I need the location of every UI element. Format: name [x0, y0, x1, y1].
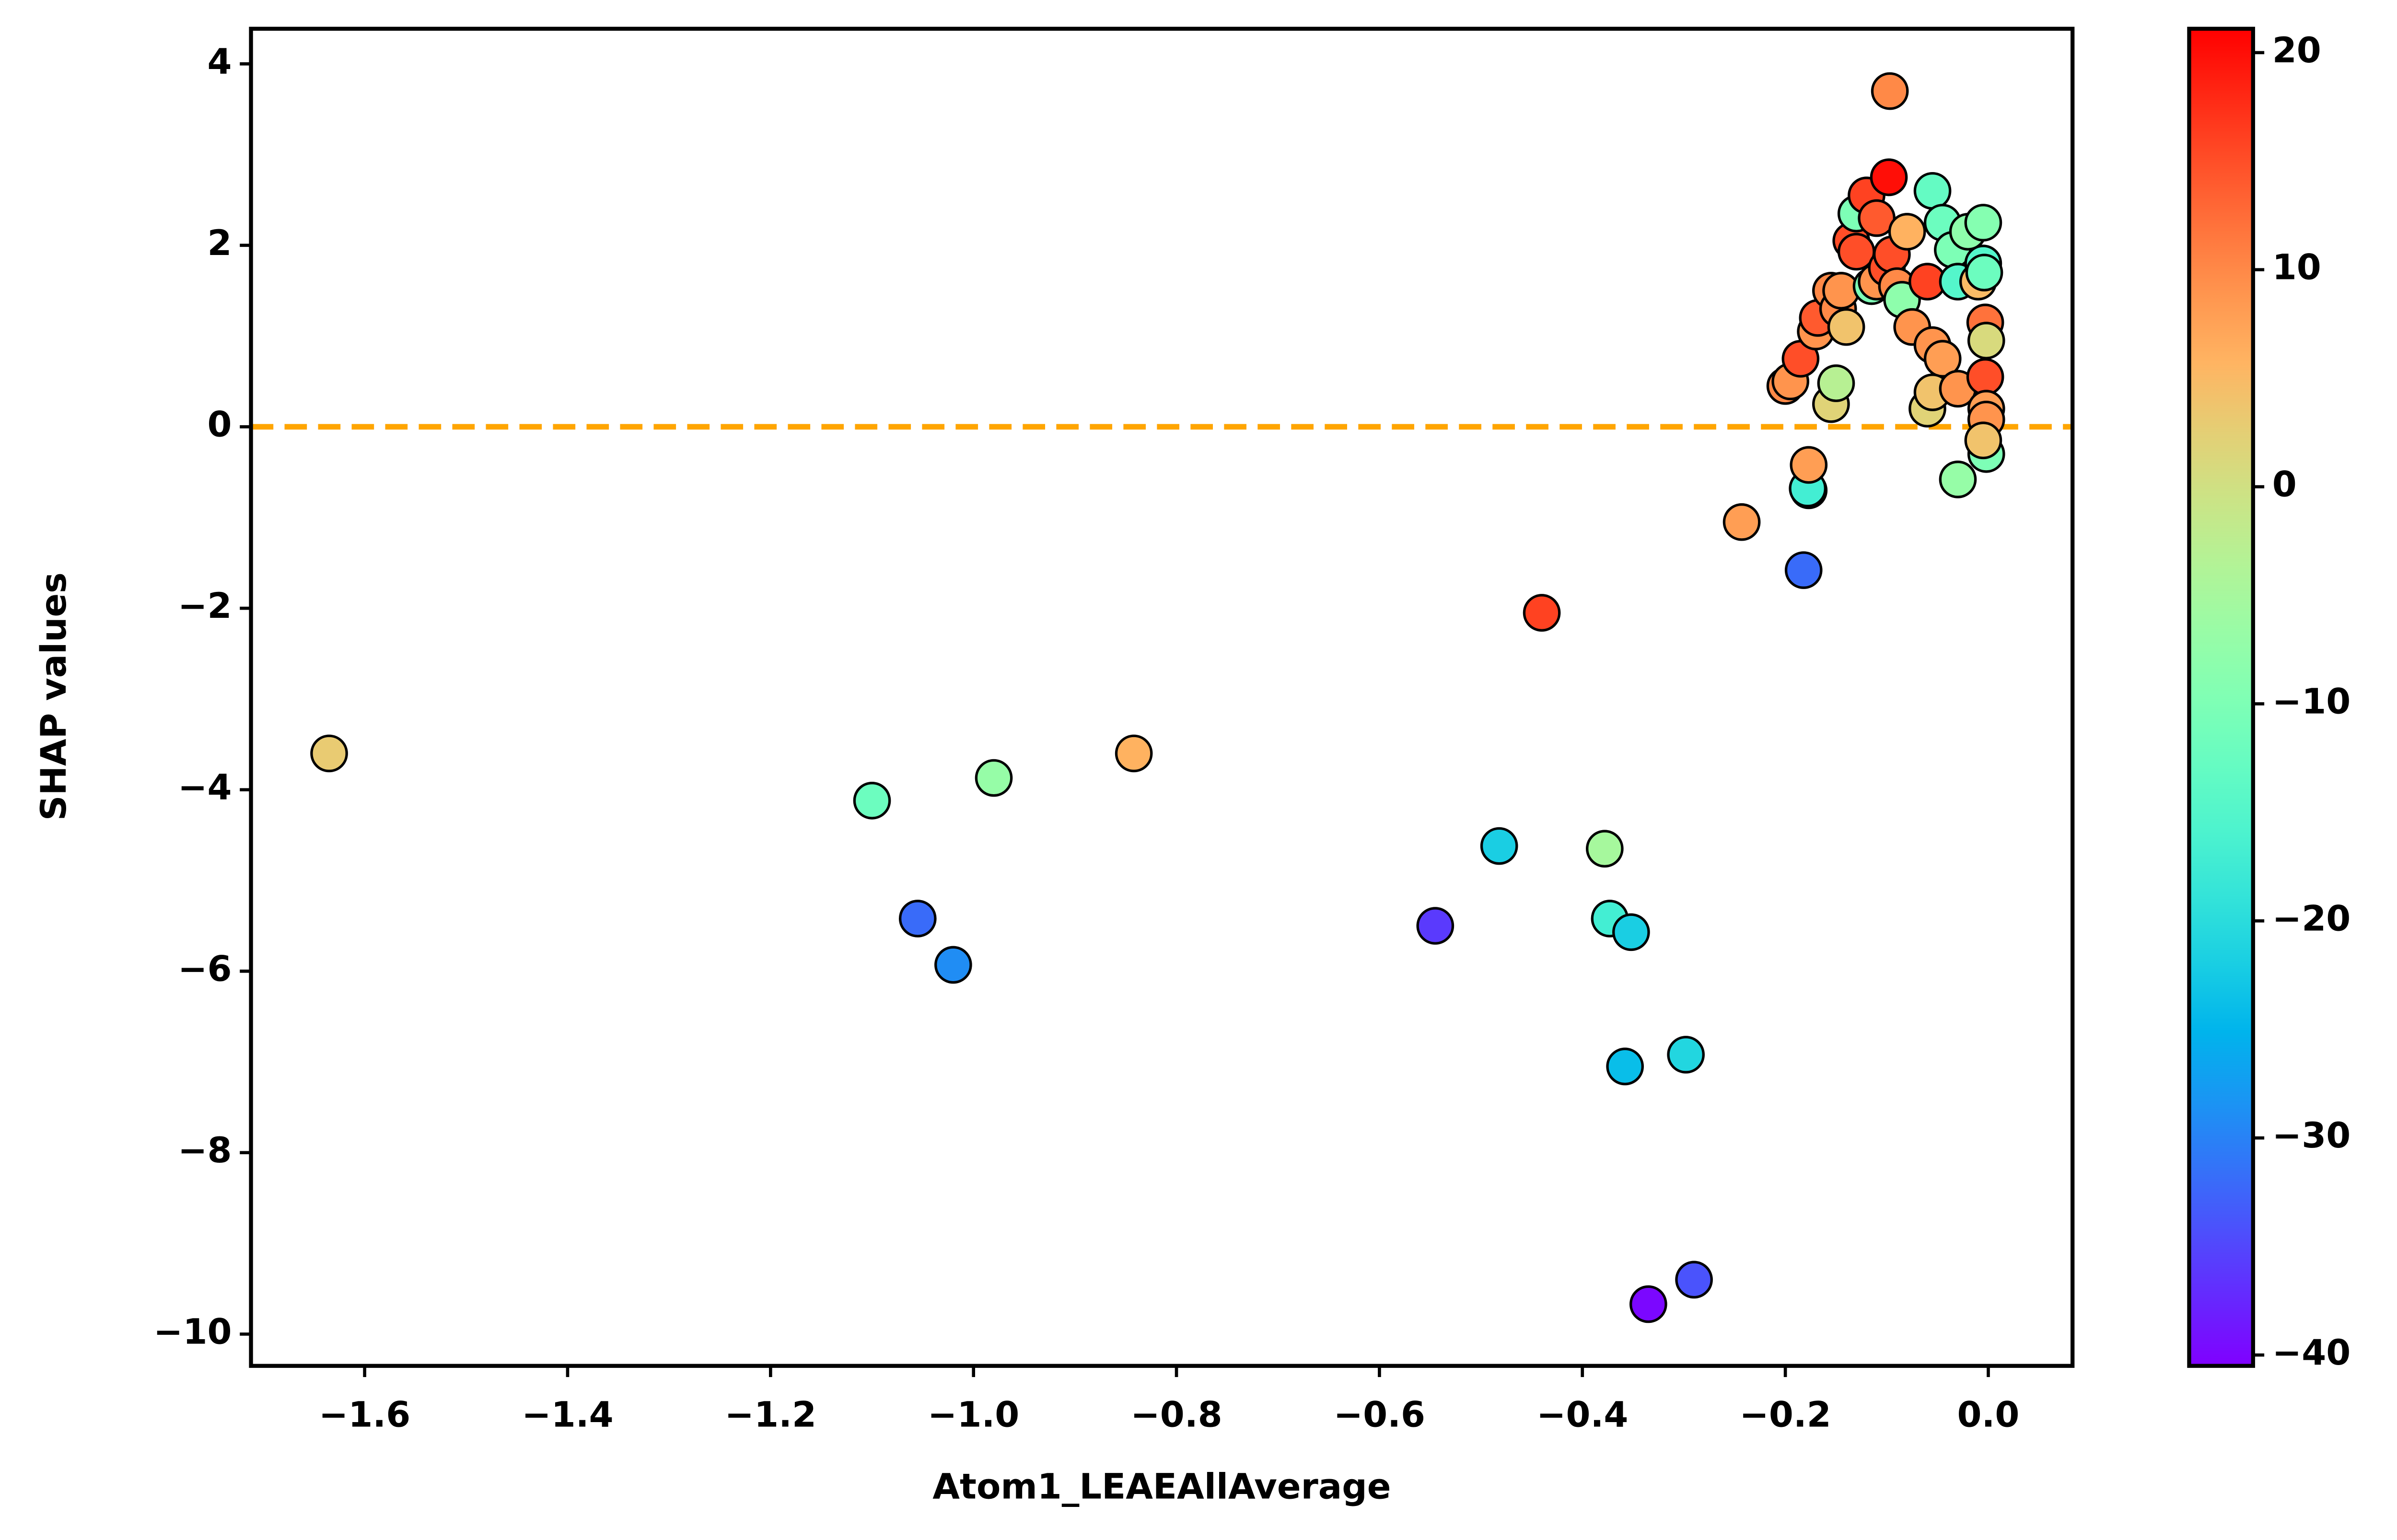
data-point	[1606, 1047, 1644, 1086]
data-point	[1629, 1285, 1667, 1323]
data-point	[1888, 213, 1926, 251]
y-tick-label: −4	[178, 767, 232, 808]
data-point	[1817, 364, 1855, 402]
data-point	[1585, 830, 1624, 868]
x-tick-label: −1.2	[725, 1394, 816, 1435]
data-point	[1115, 734, 1153, 773]
x-tick-label: 0.0	[1957, 1394, 2020, 1435]
data-point	[1523, 594, 1561, 632]
x-tick-label: −0.2	[1739, 1394, 1831, 1435]
data-point	[1416, 907, 1454, 945]
colorbar-tick-label: −10	[2272, 681, 2350, 722]
colorbar-tick-label: −20	[2272, 898, 2350, 939]
y-tick-label: −8	[178, 1130, 232, 1171]
x-tick-label: −0.6	[1334, 1394, 1425, 1435]
data-point	[1871, 72, 1909, 110]
data-point	[1675, 1261, 1713, 1299]
x-tick-label: −1.0	[928, 1394, 1019, 1435]
data-point	[1964, 204, 2002, 242]
y-tick-label: −10	[153, 1311, 232, 1352]
data-point	[1923, 340, 1962, 378]
data-point	[310, 734, 348, 773]
data-point	[934, 946, 972, 984]
colorbar-tick-label: 20	[2272, 30, 2321, 71]
data-point	[1965, 254, 2003, 291]
y-axis-label: SHAP values	[34, 572, 74, 821]
x-axis-label: Atom1_LEAEAllAverage	[932, 1466, 1391, 1507]
y-tick-label: 0	[208, 404, 232, 445]
data-point	[1913, 172, 1952, 210]
data-point	[853, 782, 891, 820]
colorbar-tick-label: 0	[2272, 464, 2297, 505]
data-point	[898, 900, 937, 938]
data-point	[975, 759, 1013, 797]
data-point	[1790, 446, 1828, 484]
data-point	[1967, 322, 2005, 359]
plot-frame	[249, 26, 2075, 1368]
data-point	[1480, 827, 1518, 865]
x-tick-label: −1.6	[319, 1394, 410, 1435]
x-tick-label: −0.8	[1130, 1394, 1222, 1435]
y-tick-label: −2	[178, 586, 232, 626]
data-point	[1827, 308, 1865, 346]
data-point	[1939, 460, 1977, 498]
x-tick-label: −0.4	[1536, 1394, 1628, 1435]
data-point	[1722, 503, 1761, 541]
data-point	[1667, 1036, 1705, 1074]
y-tick-label: 2	[208, 223, 232, 264]
data-point	[1966, 358, 2004, 396]
data-point	[1612, 913, 1650, 951]
y-tick-label: 4	[208, 41, 232, 82]
colorbar	[2187, 26, 2255, 1368]
data-point	[1784, 551, 1823, 589]
colorbar-tick-label: −30	[2272, 1115, 2350, 1156]
colorbar-tick-label: 10	[2272, 247, 2321, 288]
data-point	[1870, 158, 1908, 197]
colorbar-tick-label: −40	[2272, 1332, 2350, 1373]
data-point	[1964, 421, 2002, 460]
y-tick-label: −6	[178, 949, 232, 989]
x-tick-label: −1.4	[522, 1394, 613, 1435]
